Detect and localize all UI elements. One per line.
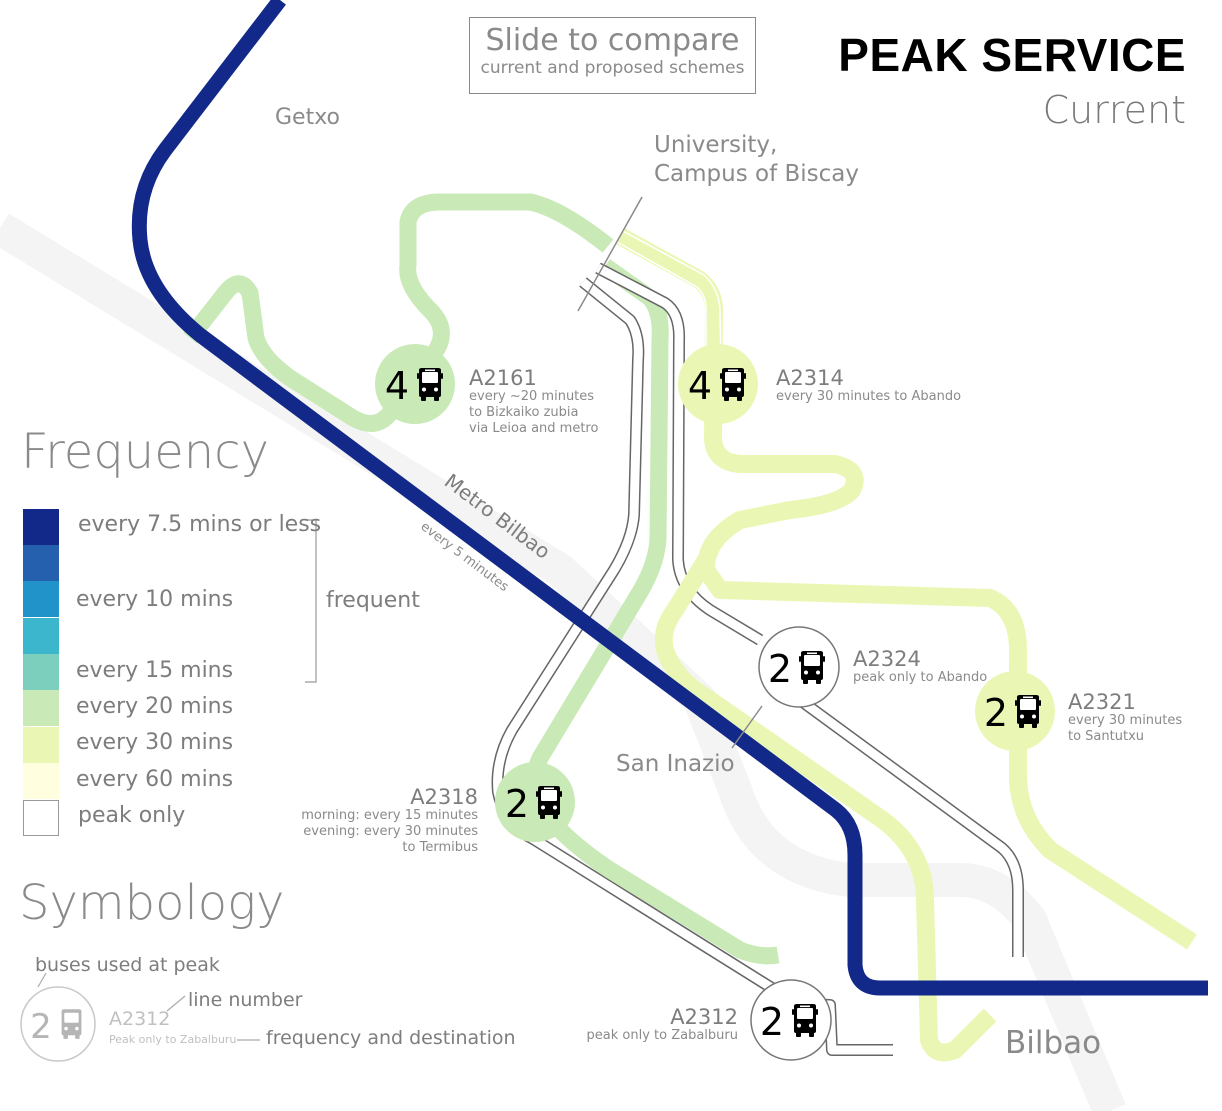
route-number: A2161 [469,366,537,390]
university-pointer [577,196,643,312]
legend-label-7-5: every 7.5 mins or less [78,512,322,537]
symbology-sample-badge: 2 [20,972,260,1062]
swatch-peak-only [23,800,59,836]
route-desc: peak only to Zabalburu [586,1028,738,1043]
route-desc: morning: every 15 minutes [301,808,478,823]
symbology-line-pointer [166,995,186,1012]
compare-label: Slide to compare [485,23,740,58]
route-line-a2324-inner [595,264,1023,957]
symbology-buses-label: buses used at peak [35,954,220,976]
route-desc: peak only to Abando [853,670,988,685]
swatch-30 [23,727,59,763]
place-getxo: Getxo [275,105,341,130]
swatch-transition-1 [23,545,59,581]
route-number: A2318 [410,785,478,809]
badge-a2161[interactable]: 4 [375,344,455,424]
route-number: A2321 [1068,690,1136,714]
swatch-20 [23,690,59,726]
route-line-a2314-strand2 [622,230,722,361]
symbology-frequency-label: frequency and destination [266,1027,516,1049]
route-desc: to Termibus [402,840,478,855]
bus-icon [799,651,825,684]
symbology-sample-desc: Peak only to Zabalburu [109,1033,237,1046]
badge-a2324-count: 2 [768,647,792,691]
badge-a2318[interactable]: 2 [495,762,575,842]
swatch-10 [23,581,59,617]
route-number: A2324 [853,647,921,671]
san-inazio-pointer [731,705,763,749]
badge-a2312-count: 2 [760,1000,784,1044]
route-label-a2324[interactable]: A2324 peak only to Abando [853,648,987,686]
badge-a2314-count: 4 [688,364,712,408]
bus-icon [61,1009,82,1039]
route-label-a2161[interactable]: A2161 every ~20 minutes to Bizkaiko zubi… [469,367,598,437]
background-corridor [0,213,1126,1111]
route-label-a2318[interactable]: A2318 morning: every 15 minutes evening:… [301,786,478,856]
swatch-7-5 [23,509,59,545]
route-desc: evening: every 30 minutes [303,824,478,839]
place-bilbao: Bilbao [1005,1025,1102,1061]
bus-icon [792,1004,818,1037]
route-desc: every ~20 minutes [469,389,595,404]
route-desc: via Leioa and metro [469,421,599,436]
bus-icon [417,368,443,401]
symbology-sample-count: 2 [30,1007,52,1047]
badge-a2321-count: 2 [984,691,1008,735]
symbology-heading: Symbology [19,875,285,931]
badge-a2314[interactable]: 4 [678,344,758,424]
page-title: PEAK SERVICE [838,29,1186,81]
metro-line [131,0,1208,996]
route-desc: every 30 minutes [1068,713,1183,728]
route-number: A2312 [670,1005,738,1029]
route-desc: to Bizkaiko zubia [469,405,579,420]
frequency-heading: Frequency [21,424,269,480]
legend-label-peak: peak only [78,803,186,828]
compare-slider-button[interactable]: Slide to compare current and proposed sc… [469,17,756,94]
badge-a2321[interactable]: 2 [975,671,1055,751]
symbology-buses-pointer [37,972,47,988]
symbology-sample-line: A2312 [109,1008,171,1030]
route-line-a2314-strand [616,241,707,362]
route-line-a2321 [1009,700,1197,950]
route-line-a2161 [183,193,614,432]
bus-icon [720,368,746,401]
swatch-transition-2 [23,618,59,654]
legend-label-20: every 20 mins [76,694,234,719]
badge-a2318-count: 2 [505,782,529,826]
route-line-a2314-south [654,555,997,1062]
swatch-15 [23,654,59,690]
route-label-a2314[interactable]: A2314 every 30 minutes to Abando [776,367,961,405]
legend-label-10: every 10 mins [76,587,234,612]
legend-label-60: every 60 mins [76,767,234,792]
legend-group-frequent: frequent [326,588,420,613]
bus-icon [1015,695,1041,728]
place-san-inazio: San Inazio [616,751,735,777]
place-university-campus: Campus of Biscay [654,161,860,187]
symbology-line-label: line number [188,989,303,1011]
swatch-60 [23,763,59,799]
route-number: A2314 [776,366,844,390]
badge-a2161-count: 4 [385,364,409,408]
badge-a2324[interactable]: 2 [758,626,840,708]
route-desc: every 30 minutes to Abando [776,389,962,404]
frequent-bracket [305,519,317,683]
bus-icon [536,786,562,819]
route-label-a2312[interactable]: A2312 peak only to Zabalburu [587,1006,738,1044]
route-desc: to Santutxu [1068,729,1145,744]
place-university: University, [654,132,778,158]
page-subtitle: Current [1042,88,1186,132]
route-label-a2321[interactable]: A2321 every 30 minutes to Santutxu [1068,691,1182,745]
compare-sublabel: current and proposed schemes [480,58,745,78]
legend-label-30: every 30 mins [76,730,234,755]
legend-label-15: every 15 mins [76,658,234,683]
badge-a2312[interactable]: 2 [750,979,832,1061]
